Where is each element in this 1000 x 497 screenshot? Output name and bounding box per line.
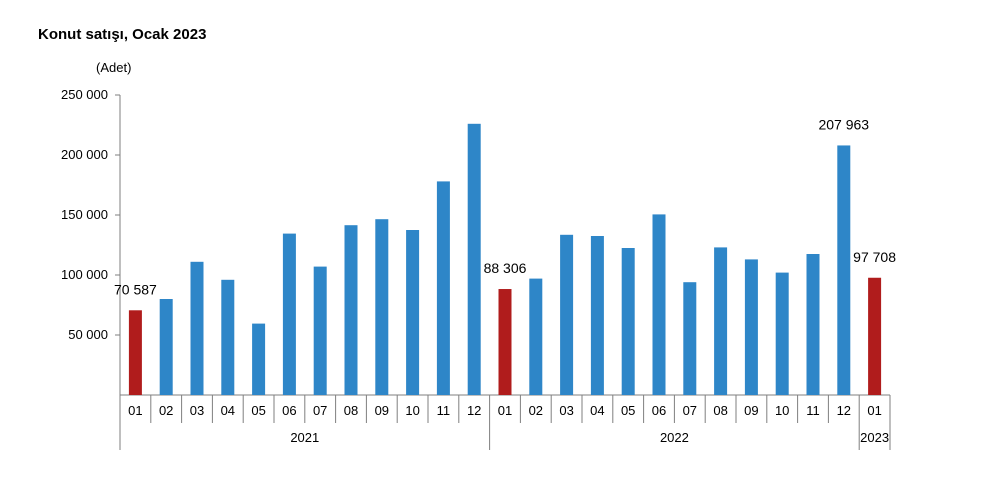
x-group-label: 2022 (660, 430, 689, 445)
x-tick-label: 08 (713, 403, 727, 418)
x-tick-label: 03 (190, 403, 204, 418)
bar (375, 219, 389, 395)
x-tick-label: 08 (344, 403, 358, 418)
bar (806, 254, 820, 395)
bar (282, 233, 296, 395)
x-tick-label: 06 (282, 403, 296, 418)
x-tick-label: 02 (159, 403, 173, 418)
x-tick-label: 09 (375, 403, 389, 418)
x-tick-label: 05 (251, 403, 265, 418)
x-tick-label: 10 (405, 403, 419, 418)
x-tick-label: 04 (221, 403, 235, 418)
x-tick-label: 05 (621, 403, 635, 418)
y-tick-label: 250 000 (61, 87, 108, 102)
x-tick-label: 01 (128, 403, 142, 418)
x-group-label: 2021 (290, 430, 319, 445)
data-label: 207 963 (818, 116, 869, 132)
bar (621, 248, 635, 395)
x-tick-label: 07 (683, 403, 697, 418)
bar (868, 277, 882, 395)
x-tick-label: 02 (529, 403, 543, 418)
bar (590, 236, 604, 395)
bar (775, 272, 789, 395)
data-label: 88 306 (484, 260, 527, 276)
x-tick-label: 11 (437, 403, 451, 418)
x-tick-label: 06 (652, 403, 666, 418)
y-tick-label: 200 000 (61, 147, 108, 162)
bar (529, 278, 543, 395)
chart-title: Konut satışı, Ocak 2023 (38, 26, 207, 43)
bar (344, 225, 358, 395)
x-tick-label: 04 (590, 403, 604, 418)
bar (652, 214, 666, 395)
bar (406, 230, 420, 395)
chart-unit-label: (Adet) (96, 60, 132, 75)
y-tick-label: 150 000 (61, 207, 108, 222)
bar (128, 310, 142, 395)
data-label: 70 587 (114, 281, 157, 297)
bar (436, 181, 450, 395)
bar (190, 261, 204, 395)
bar (221, 279, 235, 395)
x-tick-label: 12 (837, 403, 851, 418)
bar (252, 323, 266, 395)
y-tick-label: 50 000 (68, 327, 108, 342)
x-tick-label: 11 (806, 403, 820, 418)
x-group-label: 2023 (860, 430, 889, 445)
x-tick-label: 01 (867, 403, 881, 418)
x-tick-label: 12 (467, 403, 481, 418)
x-tick-label: 10 (775, 403, 789, 418)
bar (313, 266, 327, 395)
bar (837, 145, 851, 395)
bar (683, 282, 697, 395)
bar (714, 247, 728, 395)
bar (467, 123, 481, 396)
bar (744, 259, 758, 395)
bar (560, 234, 574, 395)
x-tick-label: 01 (498, 403, 512, 418)
x-tick-label: 03 (559, 403, 573, 418)
bar (159, 299, 173, 395)
x-tick-label: 09 (744, 403, 758, 418)
y-tick-label: 100 000 (61, 267, 108, 282)
x-tick-label: 07 (313, 403, 327, 418)
bar (498, 289, 512, 395)
data-label: 97 708 (853, 249, 896, 265)
